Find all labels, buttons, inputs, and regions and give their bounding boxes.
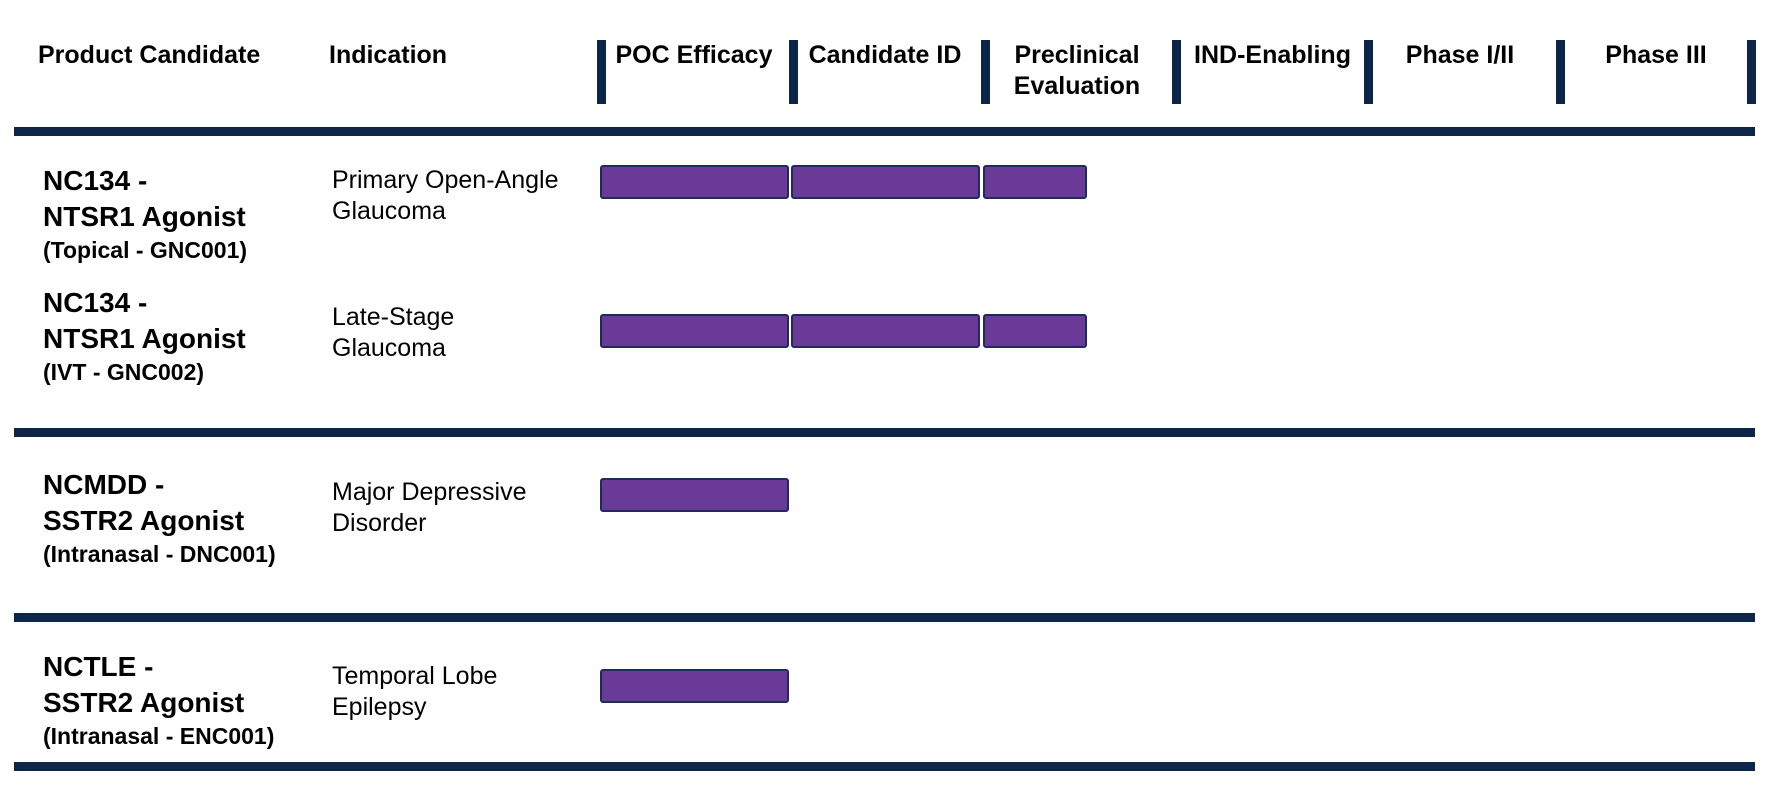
candidate-route: (Intranasal - DNC001) [43,541,276,567]
header-stage-line: Phase I/II [1405,41,1515,69]
progress-bar-segment [600,478,789,512]
group-divider [14,613,1755,622]
stage-separator [1172,40,1181,104]
candidate-route: (IVT - GNC002) [43,359,205,385]
indication-cell: Late-Stage Glaucoma [332,302,592,364]
header-stage-line: POC Efficacy [615,41,773,69]
header-indication: Indication [329,41,448,69]
progress-bar-segment [600,314,789,348]
group-divider [14,428,1755,437]
indication-line: Major Depressive [332,478,527,506]
header-stage-line: IND-Enabling [1194,41,1351,69]
progress-bar-segment [791,165,980,199]
header-stage-line: Candidate ID [808,41,962,69]
header-stage-line: Evaluation [1013,72,1141,100]
header-stage-line: Preclinical [1014,41,1140,69]
candidate-name: NCMDD - [43,469,165,500]
header-stage-phase-3: Phase III [1568,40,1744,71]
header-stage-phase-1-2: Phase I/II [1372,40,1548,71]
header-stage-candidate-id: Candidate ID [797,40,973,71]
header-divider [14,127,1755,136]
indication-line: Glaucoma [332,197,446,225]
progress-bar-segment [600,165,789,199]
indication-cell: Primary Open-Angle Glaucoma [332,165,592,227]
product-candidate-cell: NCTLE - SSTR2 Agonist (Intranasal - ENC0… [43,649,274,751]
indication-line: Disorder [332,509,427,537]
progress-bar-segment [600,669,789,703]
header-stage-preclinical-evaluation: Preclinical Evaluation [989,40,1165,102]
product-candidate-cell: NC134 - NTSR1 Agonist (IVT - GNC002) [43,285,246,387]
stage-separator [981,40,990,104]
progress-bar-segment [983,165,1087,199]
header-stage-poc-efficacy: POC Efficacy [606,40,782,71]
candidate-name: NC134 - [43,165,148,196]
candidate-target: SSTR2 Agonist [43,687,245,718]
candidate-route: (Intranasal - ENC001) [43,723,275,749]
header-stage-ind-enabling: IND-Enabling [1180,40,1365,71]
indication-line: Epilepsy [332,693,427,721]
stage-separator [789,40,798,104]
progress-bar-segment [791,314,980,348]
indication-line: Late-Stage [332,303,455,331]
indication-line: Primary Open-Angle [332,166,559,194]
indication-cell: Temporal Lobe Epilepsy [332,661,592,723]
stage-separator [1556,40,1565,104]
header-stage-line: Phase III [1605,41,1707,69]
stage-separator [1364,40,1373,104]
progress-bar-segment [983,314,1087,348]
product-candidate-cell: NCMDD - SSTR2 Agonist (Intranasal - DNC0… [43,467,276,569]
indication-cell: Major Depressive Disorder [332,477,592,539]
product-candidate-cell: NC134 - NTSR1 Agonist (Topical - GNC001) [43,163,247,265]
stage-separator [1747,40,1756,104]
header-product-candidate: Product Candidate [38,41,261,69]
candidate-route: (Topical - GNC001) [43,237,248,263]
candidate-target: NTSR1 Agonist [43,323,246,354]
candidate-name: NC134 - [43,287,148,318]
candidate-name: NCTLE - [43,651,154,682]
indication-line: Temporal Lobe [332,662,498,690]
table-bottom-rule [14,762,1755,771]
stage-separator [597,40,606,104]
candidate-target: SSTR2 Agonist [43,505,245,536]
candidate-target: NTSR1 Agonist [43,201,246,232]
indication-line: Glaucoma [332,334,446,362]
